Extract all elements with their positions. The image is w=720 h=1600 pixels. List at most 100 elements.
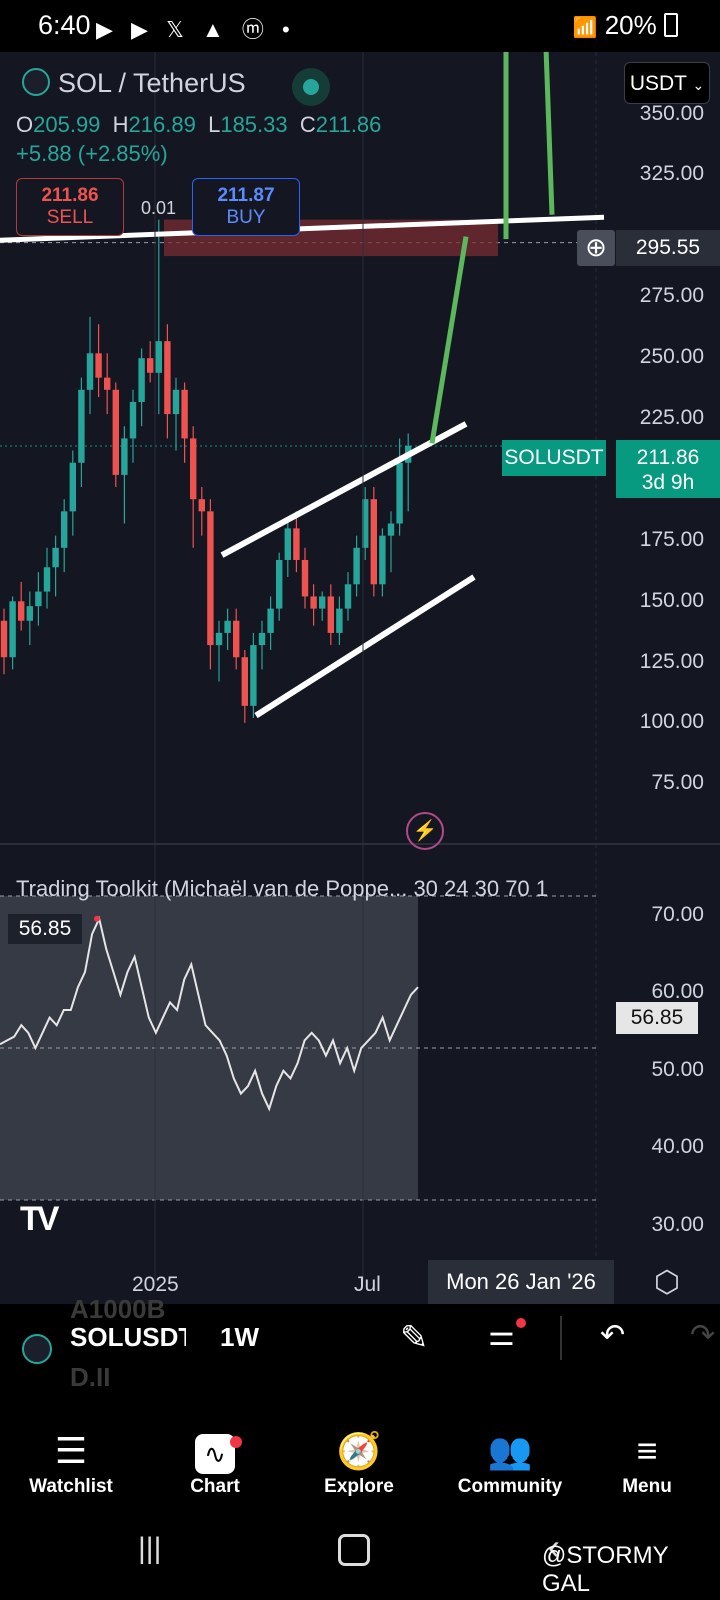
channel-upper-line bbox=[220, 421, 468, 558]
undo-icon[interactable]: ↶ bbox=[600, 1319, 626, 1352]
nav-chart[interactable]: ∿ Chart bbox=[160, 1426, 270, 1498]
status-time: 6:40 bbox=[38, 10, 91, 40]
chart-toolbar: A1000B D.II SOLUSDT 1W ✎ ⚌ ↶ ↷ bbox=[0, 1294, 720, 1412]
candle-bear bbox=[95, 353, 102, 378]
buy-button[interactable]: 211.87 BUY bbox=[192, 178, 300, 236]
sell-button[interactable]: 211.86 SELL bbox=[16, 178, 124, 236]
crosshair-price-label: 295.55 bbox=[616, 230, 720, 266]
indicator-tick: 30.00 bbox=[651, 1213, 704, 1236]
indicator-tick: 50.00 bbox=[651, 1058, 704, 1081]
battery-level: 20% bbox=[604, 10, 657, 40]
time-label: 2025 bbox=[132, 1273, 179, 1296]
indicator-tick: 40.00 bbox=[651, 1135, 704, 1158]
price-tick: 350.00 bbox=[639, 102, 704, 125]
buy-label: BUY bbox=[226, 207, 266, 228]
watermark: @STORMY GAL bbox=[542, 1542, 669, 1597]
nav-label: Chart bbox=[190, 1476, 240, 1497]
nav-label: Community bbox=[457, 1476, 563, 1497]
coinmarketcap-icon: ⓜ bbox=[241, 17, 270, 42]
candle-bull bbox=[86, 353, 94, 390]
price-tick: 225.00 bbox=[639, 406, 704, 429]
indicator-title[interactable]: Trading Toolkit (Michaël van de Poppe...… bbox=[16, 876, 549, 901]
battery-icon bbox=[664, 13, 678, 37]
candle-bull bbox=[344, 584, 352, 609]
price-tick: 125.00 bbox=[639, 650, 704, 673]
back-icon[interactable]: ‹ bbox=[548, 1526, 560, 1567]
toolbar-symbol[interactable]: SOLUSDT bbox=[70, 1322, 186, 1352]
menu-icon: ≡ bbox=[636, 1430, 658, 1471]
candle-bull bbox=[336, 608, 343, 633]
open-label: O bbox=[16, 112, 34, 137]
candle-bear bbox=[181, 389, 188, 439]
candle-bear bbox=[327, 596, 334, 633]
indicators-icon[interactable]: ⚌ bbox=[488, 1319, 515, 1352]
home-icon[interactable] bbox=[338, 1534, 370, 1566]
gallery-icon: ▲ bbox=[201, 17, 230, 42]
candle-bear bbox=[190, 438, 197, 500]
candle-bull bbox=[319, 596, 326, 609]
wifi-icon: 📶 bbox=[572, 17, 598, 39]
channel-lower-line bbox=[254, 574, 476, 719]
recents-icon[interactable]: ||| bbox=[138, 1532, 162, 1565]
notification-icons: ▶ ▶ 𝕏 ▲ ⓜ • bbox=[96, 12, 296, 44]
price-tick: 100.00 bbox=[639, 710, 704, 733]
nav-watchlist[interactable]: ☰ Watchlist bbox=[16, 1426, 126, 1498]
candle-bull bbox=[52, 547, 59, 568]
high-label: H bbox=[112, 112, 129, 137]
candle-bear bbox=[233, 620, 240, 658]
interval-button[interactable]: 1W bbox=[220, 1322, 259, 1352]
projection-line-right bbox=[543, 52, 555, 215]
candle-bear bbox=[18, 601, 25, 621]
indicator-tick: 70.00 bbox=[651, 903, 704, 926]
dot-icon: • bbox=[282, 17, 296, 42]
candle-bull bbox=[284, 528, 291, 560]
candle-bull bbox=[9, 601, 16, 658]
candle-bull bbox=[396, 462, 403, 524]
candle-bear bbox=[370, 499, 377, 585]
indicator-line bbox=[0, 915, 419, 1112]
currency-select[interactable]: USDT ⌄ bbox=[624, 62, 710, 104]
redo-icon[interactable]: ↷ bbox=[690, 1319, 716, 1352]
price-change: +5.88 (+2.85%) bbox=[16, 141, 168, 166]
price-tick: 75.00 bbox=[651, 771, 704, 794]
price-tick: 150.00 bbox=[639, 589, 704, 612]
currency-value: USDT bbox=[629, 72, 687, 95]
nav-explore[interactable]: 🧭 Explore bbox=[304, 1426, 414, 1498]
last-price: 211.86 bbox=[636, 446, 700, 469]
candle-bull bbox=[379, 535, 386, 585]
chart-icon: ∿ bbox=[160, 1426, 270, 1476]
settings-hex-icon[interactable]: ⬡ bbox=[653, 1266, 681, 1299]
buy-price: 211.87 bbox=[217, 185, 275, 206]
youtube-icon: ▶ bbox=[96, 17, 119, 42]
price-tick: 275.00 bbox=[639, 284, 704, 307]
candle-bull bbox=[224, 620, 231, 633]
candle-bull bbox=[353, 547, 360, 585]
candle-bull bbox=[78, 389, 85, 463]
close-value: 211.86 bbox=[315, 112, 382, 137]
candle-bear bbox=[310, 596, 317, 609]
spread-value: 0.01 bbox=[141, 198, 177, 218]
candle-bull bbox=[362, 499, 369, 548]
crosshair-add-button[interactable]: ⊕ bbox=[577, 230, 615, 266]
toolbar-divider bbox=[560, 1316, 562, 1360]
candle-bear bbox=[198, 499, 205, 512]
lightning-icon[interactable]: ⚡ bbox=[406, 812, 444, 850]
candle-bear bbox=[112, 389, 119, 475]
tradingview-logo-icon: TV bbox=[20, 1200, 60, 1238]
candle-bull bbox=[35, 591, 42, 607]
price-tick: 175.00 bbox=[639, 528, 704, 551]
status-right: 📶 20% bbox=[573, 10, 678, 41]
time-label: Jul bbox=[354, 1273, 381, 1296]
nav-label: Explore bbox=[324, 1476, 394, 1497]
nav-community[interactable]: 👥 Community bbox=[448, 1426, 572, 1498]
symbol-title[interactable]: SOL / TetherUS bbox=[58, 68, 246, 98]
symbol-price-tag: SOLUSDT bbox=[502, 440, 606, 476]
x-icon: 𝕏 bbox=[166, 17, 190, 42]
pencil-icon[interactable]: ✎ bbox=[400, 1319, 429, 1357]
nav-menu[interactable]: ≡ Menu bbox=[592, 1426, 702, 1498]
price-chart[interactable] bbox=[0, 52, 720, 1304]
watchlist-icon: ☰ bbox=[54, 1430, 88, 1471]
candle-bull bbox=[258, 632, 266, 646]
high-value: 216.89 bbox=[128, 112, 196, 137]
indicator-value-right: 56.85 bbox=[616, 1002, 698, 1034]
